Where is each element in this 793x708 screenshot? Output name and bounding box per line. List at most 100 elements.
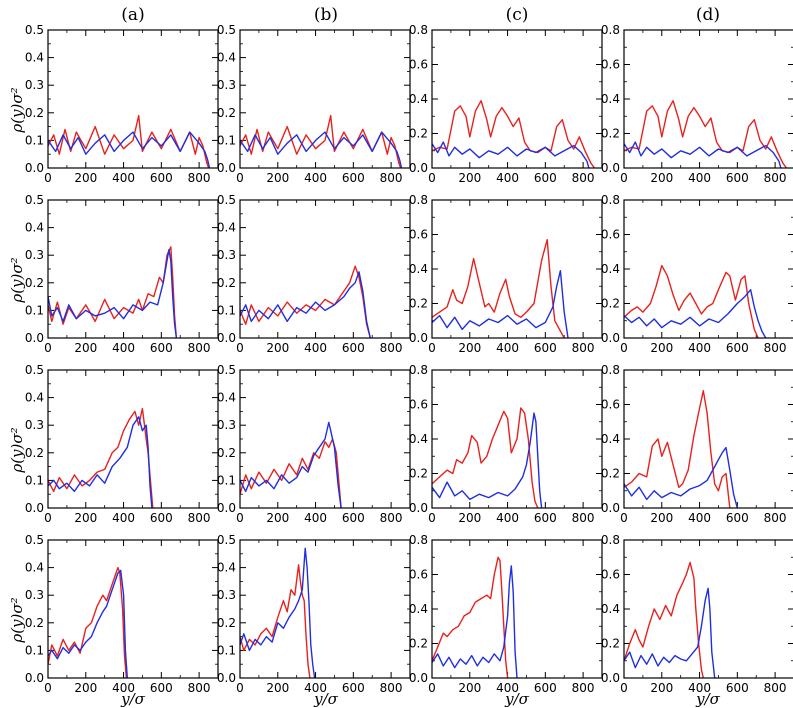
- y-tick-label: 0.0: [217, 671, 236, 685]
- x-tick-label: 400: [304, 681, 327, 695]
- y-tick-label: 0.6: [409, 398, 428, 412]
- x-tick-label: 200: [74, 171, 97, 185]
- x-tick-label: 600: [534, 681, 557, 695]
- x-tick-label: 800: [188, 341, 211, 355]
- x-axis-label-col-b: y/σ: [313, 690, 339, 708]
- y-tick-label: 0.3: [217, 248, 236, 262]
- red-density-line: [47, 407, 154, 509]
- x-tick-label: 600: [534, 341, 557, 355]
- x-tick-label: 200: [650, 171, 673, 185]
- x-tick-label: 400: [112, 511, 135, 525]
- x-tick-label: 600: [726, 511, 749, 525]
- subplot-r4-a: 0 200 400 600 800 0.0 0.1 0.2 0.3 0.4 0.5: [25, 533, 219, 695]
- y-tick-label: 0.4: [217, 391, 236, 405]
- x-tick-label: 600: [342, 681, 365, 695]
- y-tick-label: 0.2: [217, 616, 236, 630]
- blue-density-line: [623, 587, 716, 679]
- y-tick-label: 0.6: [601, 398, 620, 412]
- subplot-r3-d: 0 200 400 600 800 0.0 0.2 0.4 0.6 0.8: [601, 363, 793, 525]
- subplot-r1-c: 0 200 400 600 800 0.0 0.2 0.4 0.6 0.8: [409, 23, 603, 185]
- blue-density-line: [623, 141, 782, 169]
- x-tick-label: 800: [380, 341, 403, 355]
- y-tick-label: 0.1: [25, 133, 44, 147]
- x-tick-label: 600: [342, 171, 365, 185]
- y-tick-label: 0.4: [25, 51, 44, 65]
- x-tick-label: 0: [236, 681, 244, 695]
- y-tick-label: 0.6: [601, 228, 620, 242]
- y-tick-label: 0.0: [601, 161, 620, 175]
- x-tick-label: 800: [764, 511, 787, 525]
- x-tick-label: 800: [380, 511, 403, 525]
- plot-frame: [431, 199, 603, 339]
- blue-density-line: [47, 569, 128, 679]
- y-tick-label: 0.0: [217, 161, 236, 175]
- x-tick-label: 600: [726, 171, 749, 185]
- red-density-line: [623, 99, 787, 169]
- y-tick-label: 0.5: [217, 533, 236, 547]
- plot-area: [48, 200, 218, 338]
- x-tick-label: 0: [428, 681, 436, 695]
- red-density-line: [623, 561, 704, 679]
- plot-area: [48, 540, 218, 678]
- column-label-b: (b): [314, 5, 338, 25]
- column-label-a: (a): [121, 5, 144, 25]
- plot-frame: [431, 539, 603, 679]
- y-axis-label-row-3: ρ(y)σ²: [8, 427, 26, 473]
- x-tick-label: 0: [428, 511, 436, 525]
- x-tick-label: 800: [188, 171, 211, 185]
- x-tick-label: 0: [44, 511, 52, 525]
- x-tick-label: 800: [572, 511, 595, 525]
- red-density-line: [47, 566, 128, 679]
- x-tick-label: 0: [236, 171, 244, 185]
- y-tick-label: 0.2: [25, 276, 44, 290]
- plot-frame: [239, 369, 411, 509]
- x-tick-label: 800: [764, 681, 787, 695]
- y-axis-label-row-2: ρ(y)σ²: [8, 257, 26, 303]
- plot-area: [624, 30, 793, 168]
- y-tick-label: 0.1: [217, 133, 236, 147]
- plot-area: [624, 200, 793, 338]
- x-tick-label: 600: [150, 171, 173, 185]
- y-tick-label: 0.1: [217, 303, 236, 317]
- x-tick-label: 800: [188, 681, 211, 695]
- x-tick-label: 0: [620, 511, 628, 525]
- y-tick-label: 0.2: [25, 106, 44, 120]
- x-tick-label: 800: [764, 171, 787, 185]
- x-tick-label: 600: [726, 681, 749, 695]
- y-tick-label: 0.5: [217, 23, 236, 37]
- plot-area: [48, 370, 218, 508]
- plot-area: [624, 370, 793, 508]
- y-tick-label: 0.4: [25, 561, 44, 575]
- column-label-d: (d): [696, 5, 720, 25]
- x-tick-label: 800: [572, 341, 595, 355]
- y-tick-label: 0.3: [217, 588, 236, 602]
- x-tick-label: 400: [688, 171, 711, 185]
- x-tick-label: 600: [534, 171, 557, 185]
- plot-frame: [623, 29, 793, 169]
- y-tick-label: 0.3: [217, 78, 236, 92]
- plot-frame: [47, 369, 219, 509]
- y-tick-label: 0.3: [25, 418, 44, 432]
- x-tick-label: 0: [44, 341, 52, 355]
- x-axis-label-col-a: y/σ: [120, 690, 146, 708]
- y-tick-label: 0.0: [25, 161, 44, 175]
- x-tick-label: 800: [380, 681, 403, 695]
- x-tick-label: 200: [650, 511, 673, 525]
- x-tick-label: 200: [650, 341, 673, 355]
- y-tick-label: 0.8: [409, 363, 428, 377]
- x-tick-label: 600: [342, 511, 365, 525]
- red-density-line: [623, 390, 731, 509]
- y-tick-label: 0.0: [217, 331, 236, 345]
- y-tick-label: 0.2: [601, 127, 620, 141]
- plot-area: [48, 30, 218, 168]
- y-tick-label: 0.4: [601, 432, 620, 446]
- red-density-line: [239, 564, 311, 679]
- blue-density-line: [623, 446, 738, 509]
- y-tick-label: 0.2: [409, 297, 428, 311]
- subplot-r3-a: 0 200 400 600 800 0.0 0.1 0.2 0.3 0.4 0.5: [25, 363, 219, 525]
- plot-frame: [623, 539, 793, 679]
- y-tick-label: 0.5: [25, 363, 44, 377]
- x-tick-label: 200: [266, 681, 289, 695]
